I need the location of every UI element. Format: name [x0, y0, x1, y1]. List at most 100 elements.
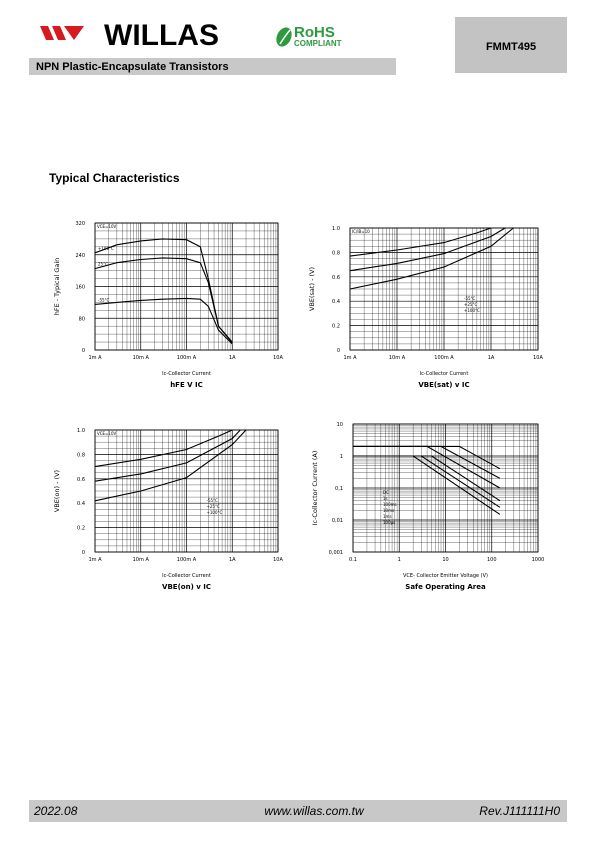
y-tick-label: 0 — [82, 348, 85, 354]
series-line — [349, 227, 514, 290]
x-tick-label: 1000 — [532, 557, 545, 563]
x-axis-label: VCE- Collector Emitter Voltage (V) — [403, 573, 488, 579]
y-tick-label: 0,01 — [332, 518, 343, 524]
y-axis-label: hFE - Typical Gain — [53, 258, 61, 316]
y-tick-label: 1 — [340, 454, 343, 460]
x-axis-label: Ic-Collector Current — [162, 573, 211, 579]
series-line — [94, 238, 233, 343]
x-tick-label: 10A — [533, 355, 543, 361]
chart-note: VCE=10V — [97, 224, 116, 229]
y-tick-label: 0.6 — [77, 477, 85, 483]
x-tick-label: 10 — [442, 557, 448, 563]
y-tick-label: 0 — [82, 550, 85, 556]
y-axis-label: Ic-Collector Current (A) — [311, 451, 319, 526]
legend-label: DC — [383, 490, 389, 495]
logo-mark — [40, 26, 84, 40]
charts: 1m A 10m A 100m A 1A 10A 0 80 160 240 320 +100°C 25… — [53, 221, 544, 591]
brand: WILLAS — [104, 19, 219, 52]
x-tick-label: 10m A — [133, 355, 150, 361]
series-label: -55°C — [464, 296, 476, 301]
section-title: Typical Characteristics — [49, 171, 180, 185]
series-line — [94, 257, 233, 344]
y-tick-label: 0 — [337, 348, 340, 354]
chart-title: Safe Operating Area — [405, 583, 486, 591]
part-box — [455, 17, 567, 73]
rohs: RoHS — [294, 24, 335, 41]
x-tick-label: 1A — [229, 557, 236, 563]
series-line — [94, 429, 241, 482]
y-tick-label: 240 — [75, 253, 85, 259]
series-line — [94, 429, 247, 502]
series-line — [349, 227, 506, 272]
y-tick-label: 10 — [337, 422, 343, 428]
x-tick-label: 1m A — [88, 355, 102, 361]
x-tick-label: 1A — [229, 355, 236, 361]
series-label: -55°C — [207, 498, 219, 503]
series-line — [94, 429, 233, 468]
x-tick-label: 100m A — [177, 557, 197, 563]
plot-frame — [94, 222, 279, 351]
x-tick-label: 0.1 — [349, 557, 357, 563]
series-label: +25°C — [207, 504, 220, 509]
rohs-leaf — [276, 27, 292, 47]
x-tick-label: 1 — [398, 557, 401, 563]
legend-label: 1ms — [383, 514, 392, 519]
chart-title: VBE(sat) v IC — [418, 381, 469, 389]
x-tick-label: 100 — [487, 557, 497, 563]
part-number: FMMT495 — [486, 41, 536, 53]
y-tick-label: 1.0 — [332, 226, 340, 232]
legend-label: 10ms — [383, 508, 394, 513]
y-tick-label: 0.8 — [77, 452, 85, 458]
chart-title: hFE V IC — [170, 381, 203, 389]
y-tick-label: 0.2 — [77, 526, 85, 532]
y-tick-label: 0.4 — [332, 299, 340, 305]
x-tick-label: 1m A — [343, 355, 357, 361]
x-axis-label: Ic-Collector Current — [420, 371, 469, 377]
chart-note: VCE=10V — [97, 431, 116, 436]
series-line — [349, 227, 492, 257]
y-tick-label: 160 — [75, 285, 85, 291]
series-label: +100°C — [464, 308, 480, 313]
x-tick-label: 1m A — [88, 557, 102, 563]
y-tick-label: 0.4 — [77, 501, 85, 507]
chart-title: VBE(on) v IC — [162, 583, 211, 591]
x-tick-label: 100m A — [434, 355, 454, 361]
x-tick-label: 10m A — [133, 557, 150, 563]
y-tick-label: 320 — [75, 221, 85, 227]
x-tick-label: 10A — [273, 355, 283, 361]
y-tick-label: 1.0 — [77, 428, 85, 434]
y-tick-label: 0.8 — [332, 250, 340, 256]
series-label: +100°C — [98, 246, 114, 251]
y-axis-label: VBE(sat) - (V) — [308, 267, 316, 311]
legend-label: 100ms — [383, 502, 397, 507]
series-label: 25°C — [98, 262, 108, 267]
series-label: -55°C — [98, 297, 110, 302]
footer-bar — [29, 800, 567, 822]
y-tick-label: 80 — [79, 316, 85, 322]
x-tick-label: 10A — [273, 557, 283, 563]
plot-frame — [94, 429, 279, 553]
x-axis-label: Ic-Collector Current — [162, 371, 211, 377]
subtitle-bar — [29, 58, 396, 75]
legend-label: 1s — [383, 496, 388, 501]
series-line — [353, 455, 501, 502]
series-line — [353, 445, 501, 470]
footer-url: www.willas.com.tw — [264, 804, 365, 818]
x-tick-label: 1A — [488, 355, 495, 361]
footer-rev: Rev.J111111H0 — [479, 804, 560, 818]
series-label: +25°C — [464, 302, 477, 307]
y-tick-label: 0.2 — [332, 324, 340, 330]
rohs-sub: COMPLIANT — [294, 39, 342, 48]
subtitle: NPN Plastic-Encapsulate Transistors — [36, 61, 229, 73]
x-tick-label: 100m A — [177, 355, 197, 361]
chart-note: IC/IB=10 — [352, 229, 370, 234]
y-tick-label: 0,001 — [329, 550, 343, 556]
series-line — [94, 297, 233, 345]
y-tick-label: 0,1 — [335, 486, 343, 492]
footer-date: 2022.08 — [33, 804, 78, 818]
x-tick-label: 10m A — [389, 355, 406, 361]
y-tick-label: 0.6 — [332, 275, 340, 281]
plot-frame — [352, 423, 539, 553]
